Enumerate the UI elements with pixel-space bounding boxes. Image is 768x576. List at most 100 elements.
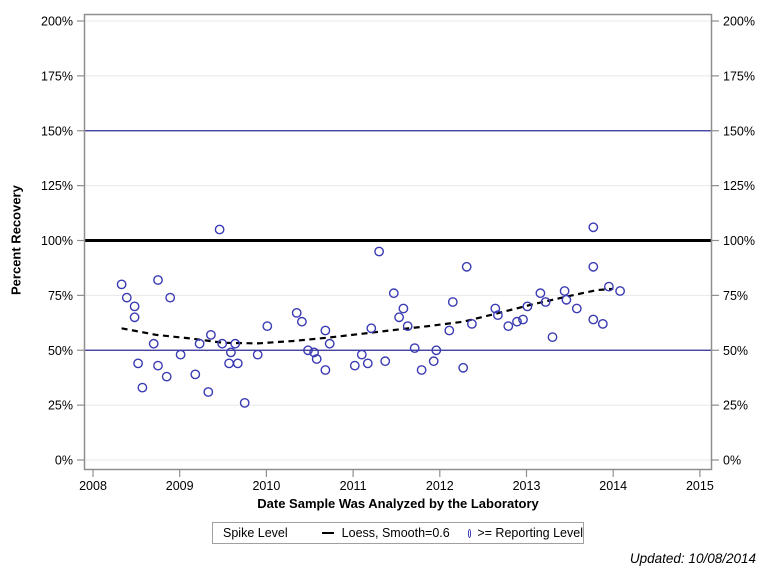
data-point <box>597 318 608 329</box>
data-point <box>604 281 614 292</box>
data-point <box>490 303 501 314</box>
data-point <box>388 288 399 299</box>
data-point <box>540 297 551 307</box>
data-point <box>458 362 469 373</box>
data-point <box>161 371 172 382</box>
loess-curve <box>121 287 614 345</box>
data-point <box>137 382 148 393</box>
y-tick-label-right: 75% <box>723 289 748 303</box>
data-point <box>205 329 216 340</box>
y-tick-label-right: 175% <box>723 69 755 83</box>
legend-loess-label: Loess, Smooth=0.6 <box>341 526 450 540</box>
data-point <box>232 358 243 369</box>
x-tick-label: 2014 <box>599 479 627 493</box>
y-tick-label: 100% <box>41 234 73 248</box>
legend-marker-label: >= Reporting Level <box>477 526 583 540</box>
data-point <box>324 338 335 349</box>
y-tick-label: 50% <box>48 344 73 358</box>
data-point <box>129 312 140 323</box>
data-point <box>121 292 132 303</box>
data-point <box>547 332 558 342</box>
data-point <box>153 275 163 285</box>
y-tick-label-right: 0% <box>723 454 741 468</box>
data-point <box>366 323 377 334</box>
data-point <box>309 347 319 358</box>
data-point <box>230 338 241 349</box>
data-point <box>190 369 201 380</box>
percent-recovery-chart: 0% 0% 25% 25% 50% 50% 75% 75% 100% 100% 125% 125% 15… <box>41 13 755 493</box>
x-tick-label: 2013 <box>513 479 541 493</box>
data-point <box>428 356 439 367</box>
data-point <box>535 288 546 299</box>
data-point <box>362 358 373 369</box>
data-point <box>224 358 235 369</box>
data-point <box>296 316 307 327</box>
data-point <box>116 279 127 290</box>
open-circle-marker-icon <box>467 528 472 538</box>
updated-timestamp: Updated: 10/08/2014 <box>629 551 756 566</box>
data-point <box>214 224 225 235</box>
data-point <box>356 349 367 360</box>
data-point <box>431 345 442 356</box>
data-point <box>447 297 458 307</box>
legend: Spike Level Loess, Smooth=0.6 >= Reporti… <box>212 522 584 544</box>
data-point <box>561 294 572 305</box>
data-point <box>444 325 455 336</box>
y-tick-label-right: 100% <box>723 234 755 248</box>
x-tick-label: 2015 <box>686 479 714 493</box>
y-tick-label-right: 25% <box>723 399 748 413</box>
data-point <box>311 354 322 364</box>
data-point <box>153 360 163 371</box>
data-point <box>518 314 528 325</box>
y-tick-label: 75% <box>48 289 73 303</box>
data-point <box>165 292 176 303</box>
y-tick-label-right: 150% <box>723 124 755 138</box>
data-point <box>522 301 533 312</box>
data-point <box>409 343 420 353</box>
data-point <box>402 321 413 331</box>
data-point <box>217 338 228 349</box>
data-point <box>588 314 599 325</box>
y-tick-label-right: 200% <box>723 15 755 29</box>
data-point <box>588 261 599 272</box>
x-tick-label: 2008 <box>79 479 107 493</box>
legend-title: Spike Level <box>223 526 288 540</box>
y-tick-label: 125% <box>41 179 73 193</box>
data-point <box>374 246 384 257</box>
data-point <box>225 347 236 358</box>
data-point <box>194 338 205 349</box>
y-tick-label: 175% <box>41 69 73 83</box>
x-tick-label: 2010 <box>252 479 280 493</box>
data-point <box>416 365 427 375</box>
y-tick-label: 200% <box>41 15 73 29</box>
data-point <box>394 312 404 323</box>
data-point <box>129 301 140 312</box>
data-point <box>492 310 503 320</box>
data-point <box>262 321 273 331</box>
data-point <box>588 222 599 233</box>
data-point <box>320 365 331 375</box>
data-point <box>291 307 302 318</box>
data-point <box>133 358 144 369</box>
y-tick-label: 0% <box>55 454 73 468</box>
x-axis-title: Date Sample Was Analyzed by the Laborato… <box>257 496 539 511</box>
data-point <box>461 261 472 272</box>
data-point <box>239 397 250 408</box>
data-point <box>571 303 582 314</box>
data-point <box>512 316 522 327</box>
data-point <box>466 318 477 329</box>
data-point <box>349 360 360 371</box>
data-point <box>203 387 214 397</box>
data-point <box>559 286 570 296</box>
x-tick-label: 2011 <box>340 479 367 493</box>
x-tick-label: 2012 <box>426 479 454 493</box>
data-point <box>615 286 625 296</box>
data-point <box>252 349 263 360</box>
y-tick-label-right: 50% <box>723 344 748 358</box>
y-tick-label-right: 125% <box>723 179 755 193</box>
data-point <box>303 345 313 356</box>
y-tick-label: 25% <box>48 399 73 413</box>
data-point <box>503 321 514 331</box>
plot-frame <box>83 13 713 471</box>
